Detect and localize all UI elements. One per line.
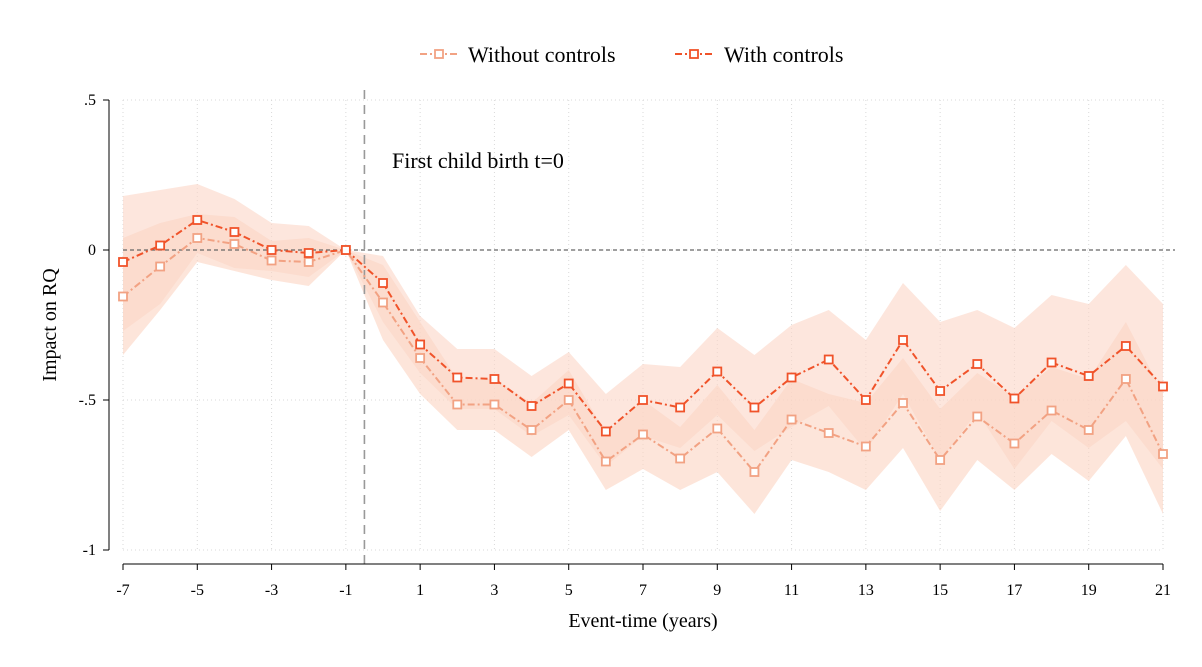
- x-tick-label: 7: [639, 582, 647, 599]
- point-without-controls: [378, 297, 388, 308]
- point-with-controls: [898, 335, 908, 345]
- x-tick-label: 17: [1006, 582, 1022, 599]
- x-tick-label: 3: [490, 582, 498, 599]
- x-tick-label: 5: [565, 582, 573, 599]
- point-with-controls: [935, 386, 946, 396]
- confidence-bands: [123, 184, 1163, 514]
- x-tick-label: 11: [784, 582, 799, 599]
- x-tick-label: -7: [116, 582, 129, 599]
- point-without-controls: [192, 233, 203, 243]
- point-with-controls: [823, 354, 834, 365]
- x-tick-label: 19: [1081, 582, 1097, 599]
- point-without-controls: [972, 411, 983, 422]
- point-without-controls: [526, 425, 537, 435]
- point-with-controls: [1158, 381, 1168, 392]
- point-with-controls: [1046, 357, 1057, 368]
- x-tick-label: -5: [191, 582, 204, 599]
- point-with-controls: [118, 257, 128, 267]
- point-with-controls: [452, 372, 463, 383]
- x-axis-title: Event-time (years): [568, 610, 717, 632]
- point-with-controls: [600, 426, 611, 437]
- point-with-controls: [526, 401, 537, 411]
- x-tick-label: 13: [858, 582, 874, 599]
- point-with-controls: [155, 240, 166, 251]
- point-without-controls: [266, 255, 277, 266]
- point-with-controls: [675, 402, 686, 413]
- point-with-controls: [1120, 341, 1131, 351]
- point-with-controls: [638, 395, 648, 405]
- point-with-controls: [378, 278, 388, 288]
- series-markers: [118, 215, 1168, 477]
- point-without-controls: [675, 453, 686, 464]
- x-tick-label: 9: [713, 582, 721, 599]
- point-with-controls: [192, 215, 203, 225]
- point-without-controls: [415, 353, 426, 363]
- point-without-controls: [638, 429, 648, 440]
- point-with-controls: [972, 359, 983, 369]
- x-tick-label: 21: [1155, 582, 1171, 599]
- x-tick-label: 1: [416, 582, 424, 599]
- point-without-controls: [1083, 425, 1094, 435]
- point-without-controls: [712, 423, 723, 434]
- legend: Without controls With controls: [420, 42, 844, 67]
- x-tick-label: -1: [339, 582, 352, 599]
- point-with-controls: [340, 245, 351, 255]
- point-without-controls: [600, 456, 611, 467]
- point-with-controls: [229, 227, 240, 237]
- point-without-controls: [898, 398, 908, 408]
- y-tick-label: .5: [84, 92, 96, 109]
- x-tick-label: 15: [932, 582, 948, 599]
- point-with-controls: [749, 402, 760, 413]
- point-with-controls: [489, 374, 500, 384]
- point-without-controls: [1120, 374, 1131, 384]
- point-without-controls: [1009, 438, 1020, 449]
- point-without-controls: [118, 291, 128, 302]
- point-with-controls: [1009, 393, 1020, 404]
- point-with-controls: [563, 378, 574, 389]
- point-without-controls: [563, 395, 574, 405]
- series-line-without-controls: [122, 236, 1164, 474]
- y-tick-label: 0: [88, 242, 96, 259]
- legend-label-without-controls: Without controls: [468, 42, 616, 67]
- point-without-controls: [229, 239, 240, 249]
- reference-lines: [123, 90, 1175, 568]
- y-axis-title: Impact on RQ: [39, 268, 61, 382]
- y-tick-label: -.5: [79, 392, 96, 409]
- point-with-controls: [786, 372, 797, 383]
- point-with-controls: [1083, 371, 1094, 381]
- point-without-controls: [1046, 405, 1057, 416]
- point-with-controls: [303, 248, 314, 258]
- point-with-controls: [712, 366, 723, 377]
- point-without-controls: [489, 399, 500, 410]
- axes: .50-.5-1-7 -5 -3 -1 1 3 5 7 9 11 13 15 17 19 21: [79, 92, 1171, 599]
- y-tick-label: -1: [83, 542, 96, 559]
- point-without-controls: [935, 455, 946, 465]
- point-without-controls: [303, 257, 314, 267]
- legend-label-with-controls: With controls: [724, 42, 844, 67]
- ci-band-with-controls: [123, 184, 1163, 469]
- point-without-controls: [860, 441, 871, 452]
- point-with-controls: [860, 395, 871, 405]
- point-without-controls: [749, 467, 760, 477]
- point-without-controls: [786, 414, 797, 425]
- x-tick-label: -3: [265, 582, 278, 599]
- point-with-controls: [266, 245, 277, 255]
- point-without-controls: [1158, 449, 1168, 459]
- point-without-controls: [823, 428, 834, 438]
- legend-marker-with-controls: [689, 49, 699, 59]
- point-with-controls: [415, 339, 426, 350]
- legend-marker-without-controls: [434, 49, 444, 59]
- annotation-first-child-birth: First child birth t=0: [392, 148, 564, 173]
- point-without-controls: [155, 261, 166, 272]
- point-without-controls: [452, 399, 463, 410]
